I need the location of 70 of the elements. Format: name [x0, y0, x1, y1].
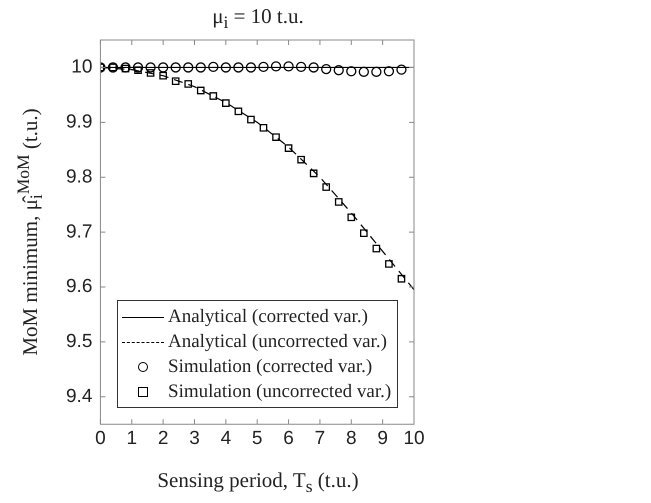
point	[272, 133, 280, 141]
x-tick-label: 7	[314, 428, 326, 449]
y-tick-label: 9.4	[66, 386, 93, 407]
point	[334, 65, 344, 76]
legend-label: Simulation (uncorrected var.)	[168, 380, 392, 404]
point	[385, 260, 393, 268]
point	[196, 86, 205, 94]
x-tick-label: 4	[220, 428, 232, 449]
y-tick-label: 9.7	[66, 221, 92, 242]
legend-label: Simulation (corrected var.)	[168, 355, 372, 379]
point	[321, 64, 332, 74]
point	[159, 72, 167, 80]
point	[132, 62, 144, 73]
x-tick-label: 0	[95, 428, 106, 449]
point	[260, 124, 268, 132]
point	[283, 61, 294, 72]
point	[284, 144, 292, 152]
x-tick-label: 6	[283, 428, 294, 449]
point	[233, 62, 244, 73]
x-tick-label: 10	[403, 428, 425, 449]
point	[172, 77, 180, 85]
point	[371, 66, 382, 77]
point	[270, 61, 282, 72]
point	[246, 62, 256, 73]
point	[396, 64, 407, 75]
x-tick-label: 5	[252, 428, 262, 449]
legend-label: Analytical (uncorrected var.)	[168, 330, 387, 354]
y-tick-label: 9.5	[66, 331, 92, 352]
point	[347, 213, 356, 222]
x-tick-label: 9	[377, 428, 388, 449]
point	[134, 66, 142, 74]
x-axis-title: Sensing period, T$_{s}$ (t.u.)	[156, 468, 360, 498]
point	[310, 170, 318, 178]
point	[158, 62, 168, 73]
point	[170, 62, 181, 73]
x-tick-label: 2	[158, 428, 168, 449]
point	[234, 108, 242, 116]
point	[146, 69, 154, 77]
point	[209, 92, 218, 100]
x-tick-label: 8	[346, 428, 357, 449]
point	[346, 66, 356, 76]
point	[220, 62, 231, 73]
point	[184, 80, 192, 88]
point	[296, 62, 306, 72]
point	[308, 62, 319, 73]
point	[120, 62, 131, 73]
point	[372, 244, 380, 252]
point	[360, 229, 368, 238]
point	[322, 183, 330, 191]
point	[384, 66, 394, 76]
y-tick-label: 10	[71, 56, 92, 78]
y-tick-label: 9.8	[66, 166, 92, 188]
point	[183, 62, 194, 73]
chart-title: μ$_{i}$ = 10 t.u.	[211, 4, 305, 34]
point	[297, 156, 305, 164]
x-tick-label: 3	[189, 428, 200, 449]
point	[196, 62, 206, 73]
y-tick-label: 9.6	[66, 276, 92, 298]
point	[208, 62, 218, 72]
point	[258, 62, 269, 72]
point	[358, 66, 369, 77]
point	[398, 274, 406, 283]
point	[122, 64, 130, 72]
x-tick-label: 1	[126, 428, 138, 449]
y-tick-label: 9.9	[66, 112, 92, 133]
point	[247, 116, 255, 124]
legend-label: Analytical (corrected var.)	[168, 305, 368, 329]
point	[222, 99, 230, 107]
point	[334, 198, 343, 206]
point	[145, 62, 156, 73]
